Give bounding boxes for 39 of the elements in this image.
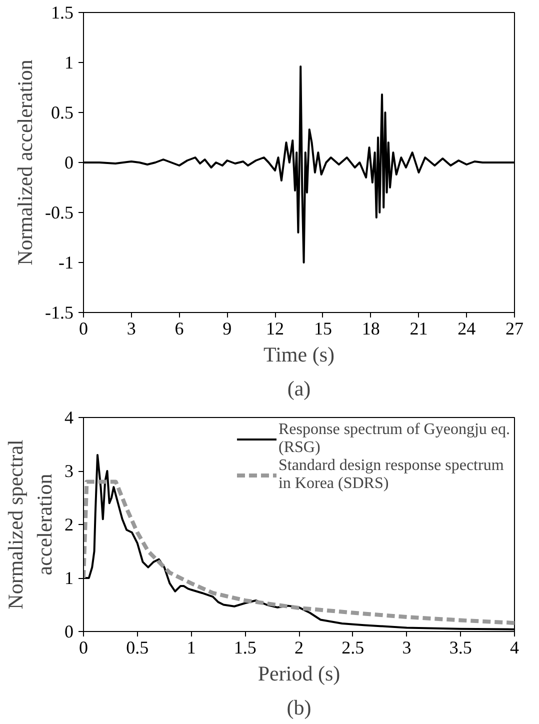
y-tick-label: -1.5 (45, 302, 74, 322)
text: (a) (287, 376, 311, 400)
y-tick-label: 1.5 (51, 2, 74, 22)
y-tick-label: -1 (58, 252, 74, 272)
y-tick-label: 0 (64, 152, 74, 172)
x-tick-label: 0 (79, 638, 88, 658)
x-tick-label: 1.5 (234, 638, 256, 658)
x-tick-label: 1 (186, 638, 196, 658)
y-tick-label: 4 (64, 408, 74, 428)
x-tick-label: 4 (510, 638, 519, 658)
x-tick-label: 3.5 (449, 638, 472, 658)
x-tick-label: 3 (402, 638, 412, 658)
x-tick-label: 24 (458, 318, 476, 338)
x-tick-label: 15 (314, 318, 332, 338)
y-tick-label: 1 (64, 568, 74, 588)
x-tick-label: 21 (410, 318, 428, 338)
x-tick-label: 27 (506, 318, 524, 338)
x-tick-label: 2 (294, 638, 304, 658)
y-axis-title: Normalized acceleration (13, 59, 38, 266)
x-axis-title: Time (s) (264, 342, 335, 366)
x-tick-label: 0.5 (126, 638, 149, 658)
legend-label: Response spectrum of Gyeongju eq. (RSG) (278, 421, 510, 457)
x-tick-label: 12 (266, 318, 284, 338)
y-tick-label: 0 (64, 622, 74, 642)
x-tick-label: 3 (126, 318, 136, 338)
x-axis-title: Period (s) (258, 662, 340, 686)
y-tick-label: 1 (64, 52, 74, 72)
legend-label: Standard design response spectrum in Korea (SDRS) (278, 457, 504, 493)
y-axis-title: Normalized spectral acceleration (4, 440, 56, 610)
x-tick-label: 2.5 (342, 638, 364, 658)
y-tick-label: 2 (64, 514, 74, 534)
x-tick-label: 18 (362, 318, 380, 338)
x-tick-label: 6 (174, 318, 184, 338)
x-tick-label: 9 (222, 318, 232, 338)
y-tick-label: 3 (64, 461, 74, 481)
x-tick-label: 0 (79, 318, 88, 338)
y-tick-label: 0.5 (51, 102, 74, 122)
text: (b) (286, 696, 312, 720)
y-tick-label: -0.5 (45, 202, 74, 222)
